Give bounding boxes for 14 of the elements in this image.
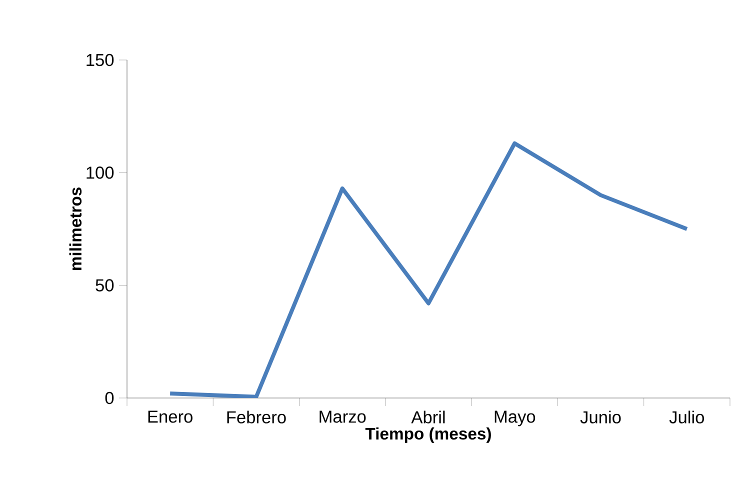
y-axis-title: milimetros [69,188,82,270]
x-tick-label: Enero [148,410,192,423]
y-tick-label: 50 [96,279,114,292]
y-tick-label: 0 [105,392,114,404]
line-series [168,141,689,398]
x-tick-label: Febrero [227,410,286,424]
x-axis-title: Tiempo (meses) [365,427,491,443]
y-tick-label: 100 [86,166,114,179]
x-tick-label: Mayo [494,410,536,426]
x-tick-label: Junio [580,410,621,424]
x-tick-label: Abril [411,410,445,424]
y-tick-label: 150 [86,54,114,66]
x-tick-label: Julio [669,410,704,424]
x-tick-label: Marzo [320,410,366,423]
